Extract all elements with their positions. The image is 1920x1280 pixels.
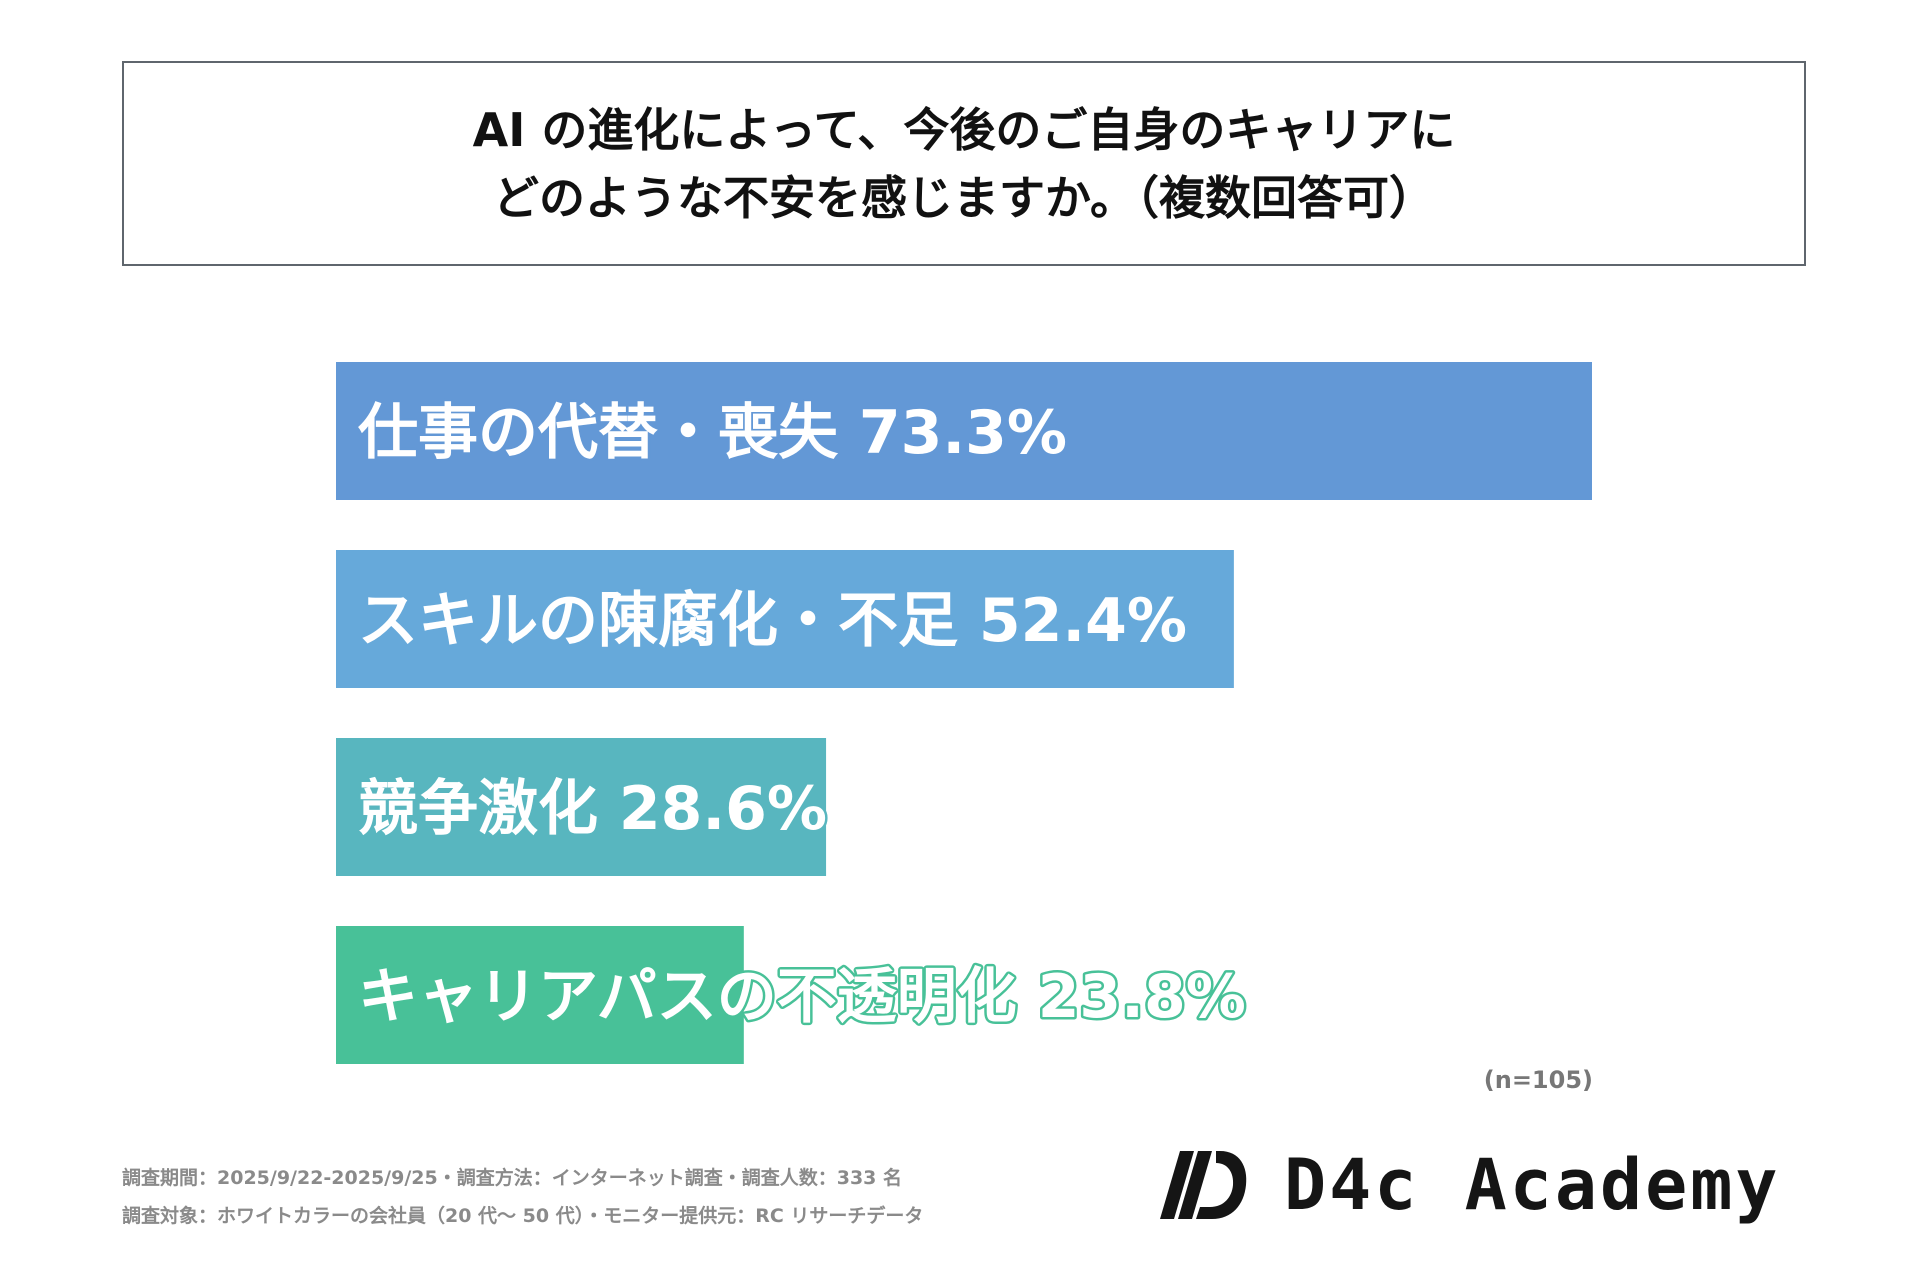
sample-size-note: (n=105) bbox=[1483, 1066, 1593, 1094]
bar-4 bbox=[336, 926, 744, 1064]
survey-footnote-2: 調査対象：ホワイトカラーの会社員（20 代〜 50 代）・モニター提供元：RC … bbox=[122, 1205, 924, 1227]
question-title-line-2: どのような不安を感じますか。（複数回答可） bbox=[492, 170, 1436, 225]
question-title-line-1: AI の進化によって、今後のご自身のキャリアに bbox=[472, 102, 1456, 157]
bar-label-3: 競争激化 28.6% bbox=[358, 774, 827, 844]
survey-footnote-1: 調査期間：2025/9/22-2025/9/25・調査方法：インターネット調査・… bbox=[122, 1167, 903, 1189]
d4c-logo-icon bbox=[1160, 1151, 1247, 1219]
bar-3 bbox=[336, 738, 827, 876]
question-title-box: AI の進化によって、今後のご自身のキャリアに どのような不安を感じますか。（複… bbox=[122, 61, 1806, 266]
bar-label-4: キャリアパスの不透明化 23.8% bbox=[358, 962, 1246, 1032]
bar-2 bbox=[336, 550, 1234, 688]
bar-label-1: 仕事の代替・喪失 73.3% bbox=[358, 398, 1067, 468]
logo-text: D4c Academy bbox=[1284, 1144, 1781, 1226]
bar-chart: 仕事の代替・喪失 73.3% スキルの陳腐化・不足 52.4% 競争激化 28.6%… bbox=[336, 362, 1592, 1064]
bar-label-2: スキルの陳腐化・不足 52.4% bbox=[358, 586, 1187, 656]
bar-1 bbox=[336, 362, 1592, 500]
d4c-academy-logo: D4c Academy bbox=[1158, 1140, 1781, 1230]
